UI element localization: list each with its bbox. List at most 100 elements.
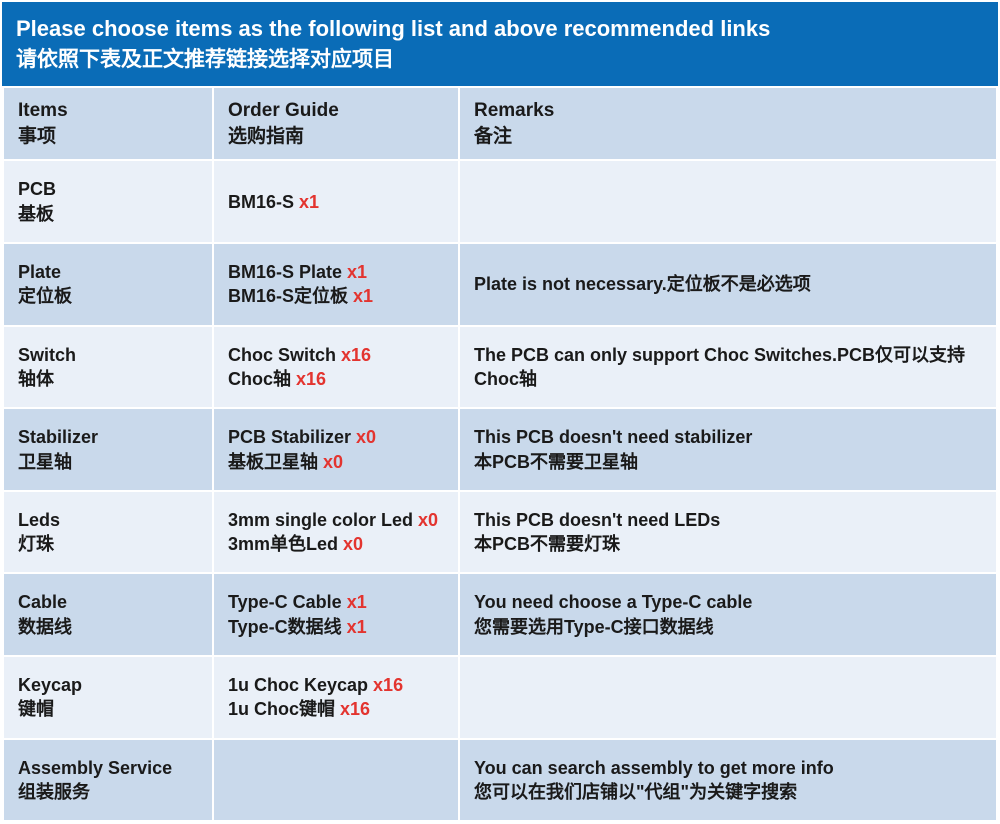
cell-guide: Choc Switch x16Choc轴 x16: [213, 326, 459, 409]
item-zh: 数据线: [18, 615, 198, 639]
order-guide-table: Please choose items as the following lis…: [0, 0, 1000, 824]
header-row: Items 事项 Order Guide 选购指南 Remarks 备注: [3, 87, 997, 160]
table-body: PCB基板BM16-S x1Plate定位板BM16-S Plate x1BM1…: [3, 160, 997, 821]
cell-guide: BM16-S x1: [213, 160, 459, 243]
guide-qty: x16: [340, 699, 370, 719]
items-table: Items 事项 Order Guide 选购指南 Remarks 备注 PCB…: [2, 86, 998, 822]
guide-line: 3mm single color Led x0: [228, 508, 444, 532]
cell-remarks: You can search assembly to get more info…: [459, 739, 997, 822]
cell-guide: 1u Choc Keycap x161u Choc键帽 x16: [213, 656, 459, 739]
cell-remarks: You need choose a Type-C cable您需要选用Type-…: [459, 573, 997, 656]
item-en: Keycap: [18, 673, 198, 697]
cell-item: Switch轴体: [3, 326, 213, 409]
col-header-items-zh: 事项: [18, 126, 56, 147]
guide-text: BM16-S Plate: [228, 262, 347, 282]
item-en: Cable: [18, 590, 198, 614]
guide-line: Type-C数据线 x1: [228, 615, 444, 639]
guide-text: 1u Choc键帽: [228, 699, 340, 719]
cell-item: Cable数据线: [3, 573, 213, 656]
col-header-remarks-en: Remarks: [474, 100, 554, 121]
remark-line: This PCB doesn't need LEDs: [474, 508, 982, 532]
cell-item: PCB基板: [3, 160, 213, 243]
col-header-remarks: Remarks 备注: [459, 87, 997, 160]
remark-line: Plate is not necessary.定位板不是必选项: [474, 272, 982, 296]
item-en: Leds: [18, 508, 198, 532]
guide-text: Type-C Cable: [228, 592, 347, 612]
guide-line: 1u Choc Keycap x16: [228, 673, 444, 697]
cell-guide: 3mm single color Led x03mm单色Led x0: [213, 491, 459, 574]
remark-line: 您需要选用Type-C接口数据线: [474, 615, 982, 639]
col-header-items: Items 事项: [3, 87, 213, 160]
cell-item: Leds灯珠: [3, 491, 213, 574]
guide-qty: x16: [296, 369, 326, 389]
guide-qty: x1: [353, 286, 373, 306]
remark-line: 本PCB不需要灯珠: [474, 532, 982, 556]
remark-line: The PCB can only support Choc Switches.P…: [474, 343, 982, 392]
remark-line: This PCB doesn't need stabilizer: [474, 425, 982, 449]
guide-line: Type-C Cable x1: [228, 590, 444, 614]
cell-item: Plate定位板: [3, 243, 213, 326]
guide-line: Choc Switch x16: [228, 343, 444, 367]
guide-text: Choc Switch: [228, 345, 341, 365]
cell-item: Assembly Service组装服务: [3, 739, 213, 822]
table-row: Switch轴体Choc Switch x16Choc轴 x16The PCB …: [3, 326, 997, 409]
col-header-guide-zh: 选购指南: [228, 126, 304, 147]
cell-remarks: This PCB doesn't need LEDs本PCB不需要灯珠: [459, 491, 997, 574]
item-zh: 键帽: [18, 697, 198, 721]
item-zh: 灯珠: [18, 532, 198, 556]
col-header-guide-en: Order Guide: [228, 100, 339, 121]
title-zh: 请依照下表及正文推荐链接选择对应项目: [16, 45, 984, 74]
guide-qty: x1: [347, 592, 367, 612]
guide-text: Choc轴: [228, 369, 296, 389]
cell-guide: BM16-S Plate x1BM16-S定位板 x1: [213, 243, 459, 326]
guide-text: 3mm单色Led: [228, 534, 343, 554]
col-header-remarks-zh: 备注: [474, 126, 512, 147]
item-en: Assembly Service: [18, 756, 198, 780]
guide-qty: x0: [356, 427, 376, 447]
table-row: Cable数据线Type-C Cable x1Type-C数据线 x1You n…: [3, 573, 997, 656]
table-title: Please choose items as the following lis…: [2, 2, 998, 86]
guide-line: Choc轴 x16: [228, 367, 444, 391]
guide-line: 1u Choc键帽 x16: [228, 697, 444, 721]
item-en: PCB: [18, 177, 198, 201]
guide-line: BM16-S x1: [228, 190, 444, 214]
item-zh: 基板: [18, 202, 198, 226]
cell-guide: [213, 739, 459, 822]
guide-text: BM16-S: [228, 192, 299, 212]
item-zh: 组装服务: [18, 780, 198, 804]
remark-line: You need choose a Type-C cable: [474, 590, 982, 614]
guide-qty: x16: [341, 345, 371, 365]
col-header-items-en: Items: [18, 100, 68, 121]
guide-qty: x1: [299, 192, 319, 212]
table-row: Assembly Service组装服务 You can search assem…: [3, 739, 997, 822]
cell-guide: Type-C Cable x1Type-C数据线 x1: [213, 573, 459, 656]
guide-qty: x0: [343, 534, 363, 554]
guide-line: 基板卫星轴 x0: [228, 450, 444, 474]
table-row: Plate定位板BM16-S Plate x1BM16-S定位板 x1Plate…: [3, 243, 997, 326]
cell-remarks: This PCB doesn't need stabilizer本PCB不需要卫…: [459, 408, 997, 491]
item-en: Plate: [18, 260, 198, 284]
guide-text: 3mm single color Led: [228, 510, 418, 530]
guide-line: BM16-S Plate x1: [228, 260, 444, 284]
guide-text: BM16-S定位板: [228, 286, 353, 306]
cell-remarks: The PCB can only support Choc Switches.P…: [459, 326, 997, 409]
guide-text: 1u Choc Keycap: [228, 675, 373, 695]
guide-line: PCB Stabilizer x0: [228, 425, 444, 449]
cell-remarks: Plate is not necessary.定位板不是必选项: [459, 243, 997, 326]
cell-remarks: [459, 656, 997, 739]
guide-qty: x1: [347, 617, 367, 637]
guide-qty: x1: [347, 262, 367, 282]
table-row: Leds灯珠3mm single color Led x03mm单色Led x0…: [3, 491, 997, 574]
item-zh: 轴体: [18, 367, 198, 391]
cell-item: Stabilizer卫星轴: [3, 408, 213, 491]
guide-line: 3mm单色Led x0: [228, 532, 444, 556]
cell-guide: PCB Stabilizer x0基板卫星轴 x0: [213, 408, 459, 491]
guide-qty: x0: [323, 452, 343, 472]
guide-qty: x0: [418, 510, 438, 530]
guide-text: Type-C数据线: [228, 617, 347, 637]
guide-line: BM16-S定位板 x1: [228, 284, 444, 308]
table-row: PCB基板 BM16-S x1: [3, 160, 997, 243]
remark-line: 本PCB不需要卫星轴: [474, 450, 982, 474]
guide-text: PCB Stabilizer: [228, 427, 356, 447]
remark-line: You can search assembly to get more info: [474, 756, 982, 780]
